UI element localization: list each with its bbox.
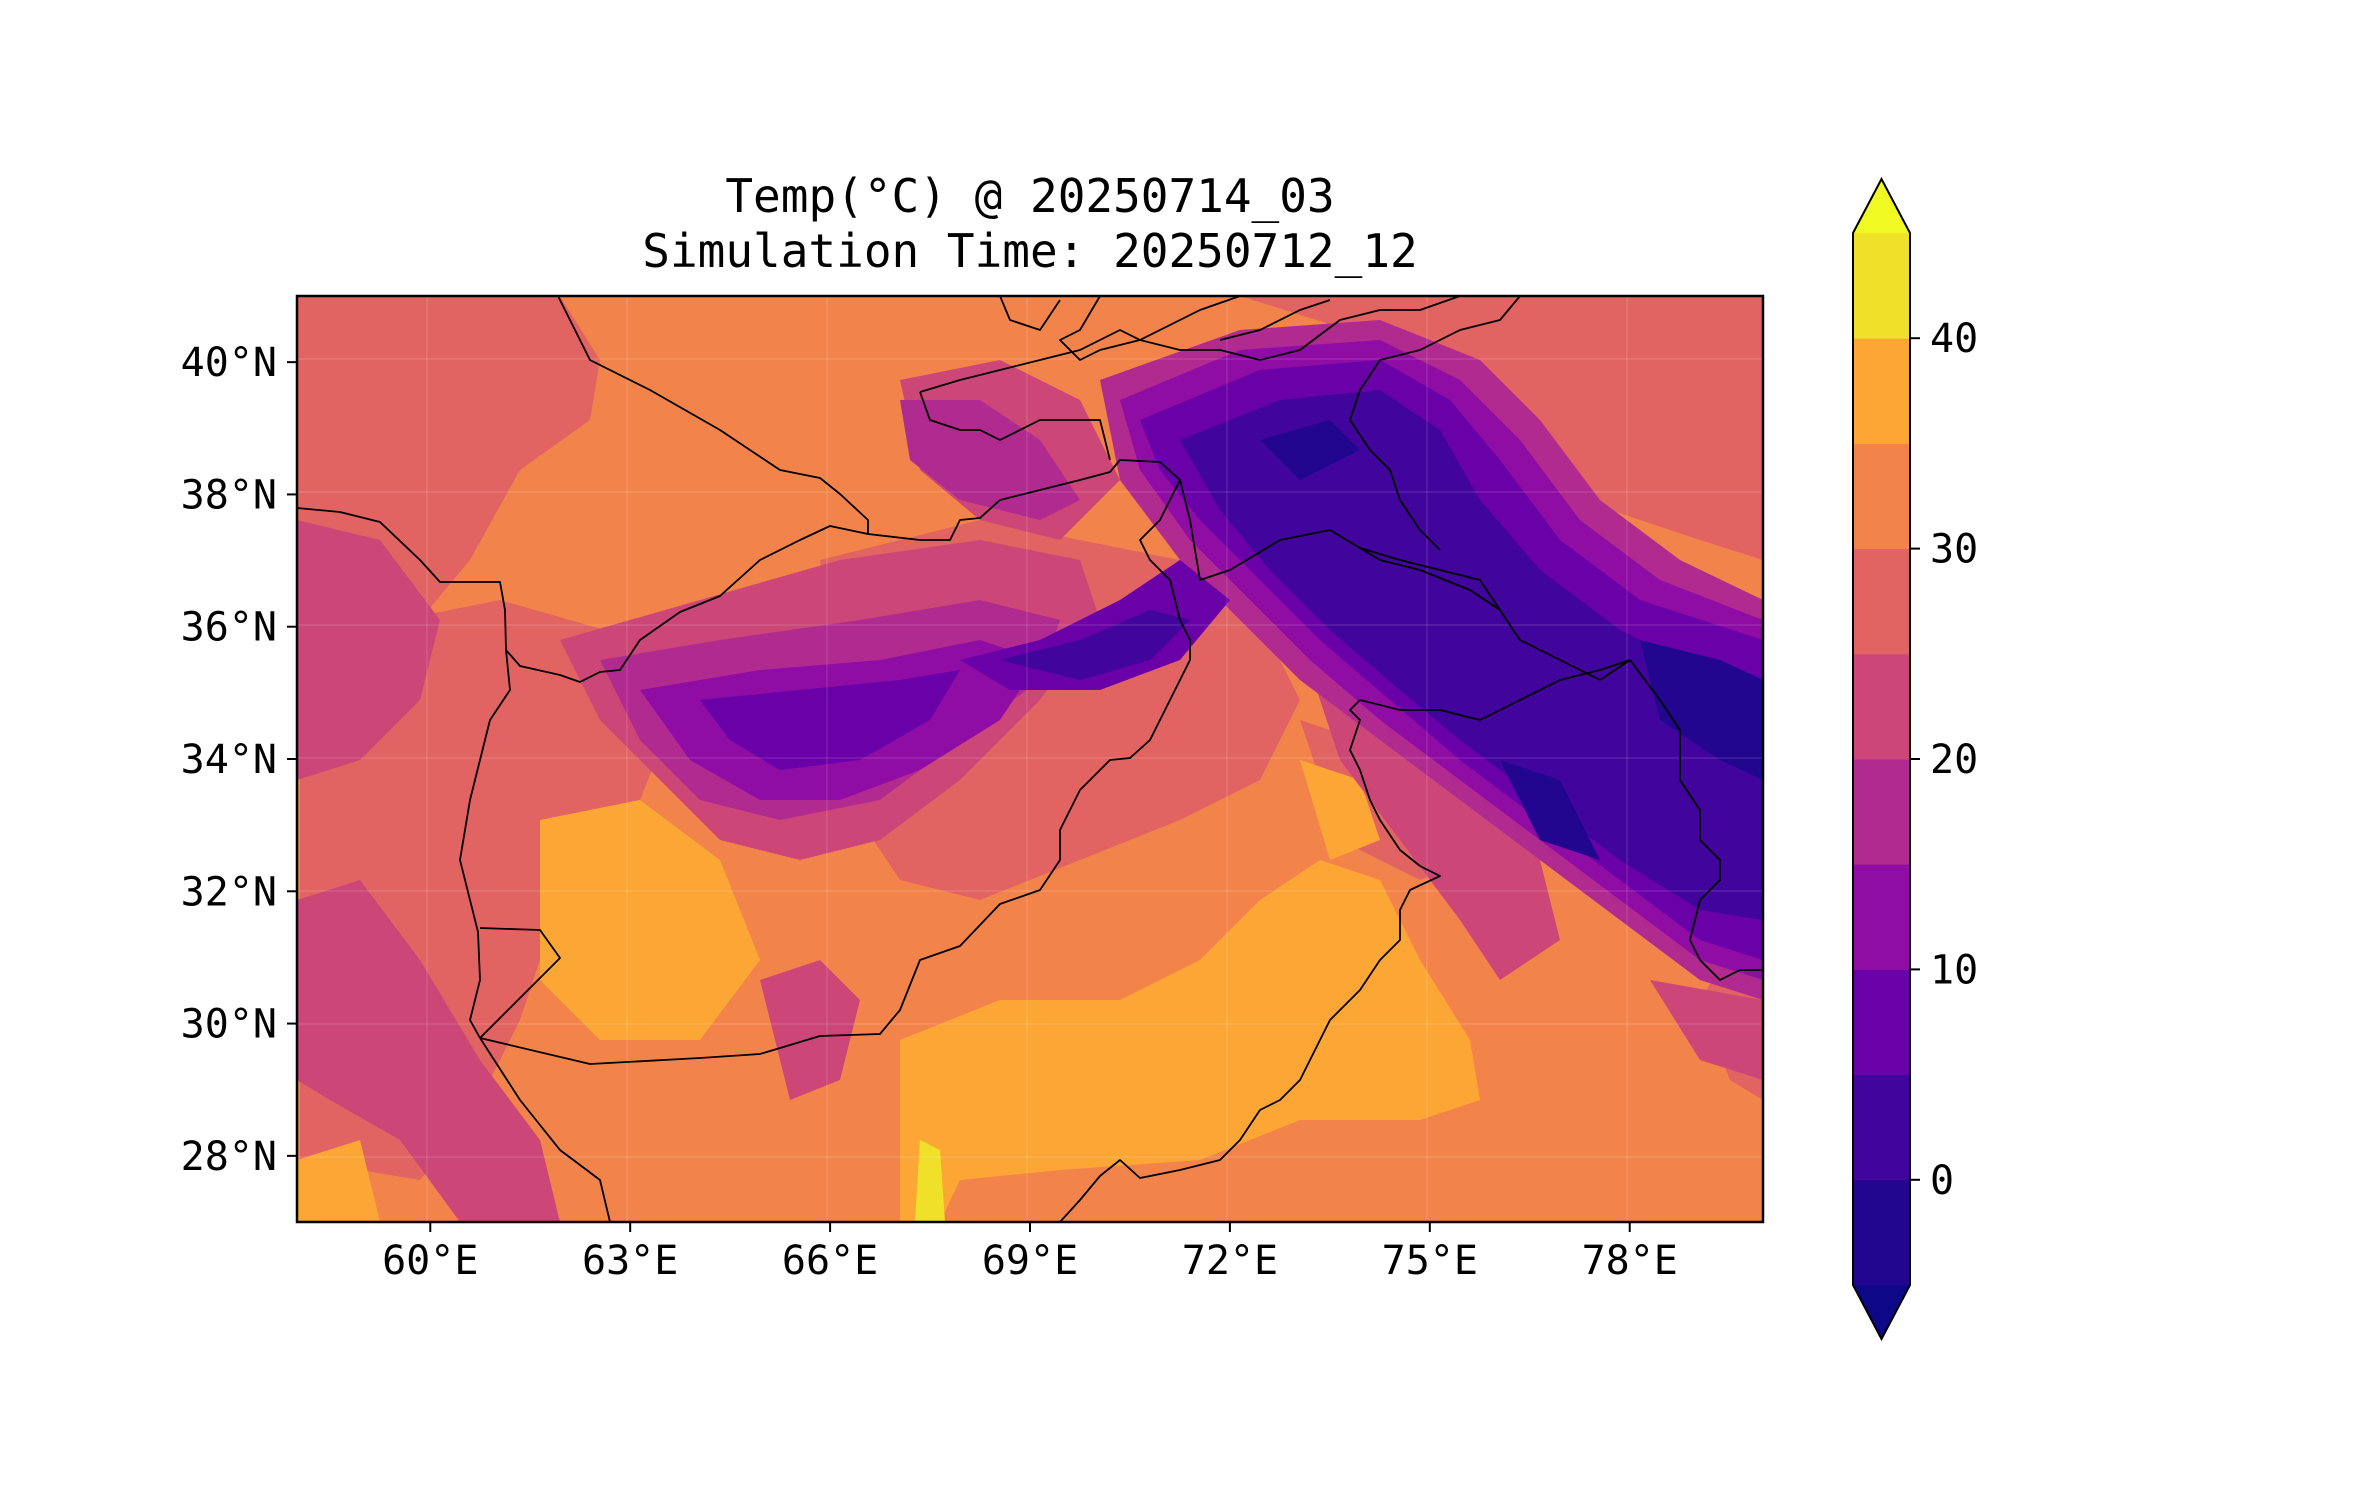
lon-tick-label: 72°E xyxy=(1182,1238,1278,1284)
colorbar-bin xyxy=(1853,443,1910,550)
colorbar-outline xyxy=(1852,176,1911,1342)
map-title: Temp(°C) @ 20250714_03 xyxy=(725,169,1334,223)
temp-field-0-5 xyxy=(1000,390,1763,920)
lat-tick-label: 40°N xyxy=(181,340,277,386)
lon-tick-label: 63°E xyxy=(582,1238,678,1284)
lon-tick-label: 75°E xyxy=(1382,1238,1478,1284)
lat-tick-label: 34°N xyxy=(181,737,277,783)
lon-tick-label: 69°E xyxy=(982,1238,1078,1284)
colorbar-tick-label: 0 xyxy=(1930,1158,1954,1204)
lat-tick-label: 30°N xyxy=(181,1002,277,1048)
colorbar-bin xyxy=(1853,1179,1910,1286)
graticule xyxy=(297,296,1763,1222)
colorbar-bin xyxy=(1853,759,1910,865)
colorbar: 0 10 20 30 40 xyxy=(1852,176,1978,1342)
colorbar-bin xyxy=(1853,969,1910,1076)
temp-field-40-45 xyxy=(915,1140,945,1222)
colorbar-bin xyxy=(1853,864,1910,970)
lon-tick-label: 78°E xyxy=(1582,1238,1678,1284)
map-subtitle: Simulation Time: 20250712_12 xyxy=(642,224,1417,278)
temp-field-35-40 xyxy=(297,760,1480,1222)
lon-tick-label: 66°E xyxy=(782,1238,878,1284)
lon-tick-label: 60°E xyxy=(382,1238,478,1284)
temperature-map xyxy=(297,296,1763,1222)
colorbar-tick-label: 10 xyxy=(1930,947,1978,993)
lat-tick-label: 36°N xyxy=(181,605,277,651)
colorbar-bin xyxy=(1853,548,1910,655)
lat-tick-label: 38°N xyxy=(181,472,277,518)
colorbar-bin xyxy=(1853,338,1910,444)
latitude-axis: 28°N 30°N 32°N 34°N 36°N 38°N 40°N xyxy=(181,340,297,1180)
colorbar-tick-label: 30 xyxy=(1930,527,1978,573)
country-borders xyxy=(297,296,1763,1222)
colorbar-over-extension xyxy=(1853,179,1910,233)
colorbar-bin xyxy=(1853,233,1910,339)
temp-field-below-0 xyxy=(1260,420,1763,860)
colorbar-tick-label: 20 xyxy=(1930,737,1978,783)
lat-tick-label: 28°N xyxy=(181,1134,277,1180)
lat-tick-label: 32°N xyxy=(181,869,277,915)
longitude-axis: 60°E 63°E 66°E 69°E 72°E 75°E 78°E xyxy=(382,1222,1678,1284)
colorbar-under-extension xyxy=(1853,1285,1910,1339)
colorbar-bin xyxy=(1853,1074,1910,1181)
colorbar-bin xyxy=(1853,653,1910,760)
colorbar-tick-label: 40 xyxy=(1930,316,1978,362)
